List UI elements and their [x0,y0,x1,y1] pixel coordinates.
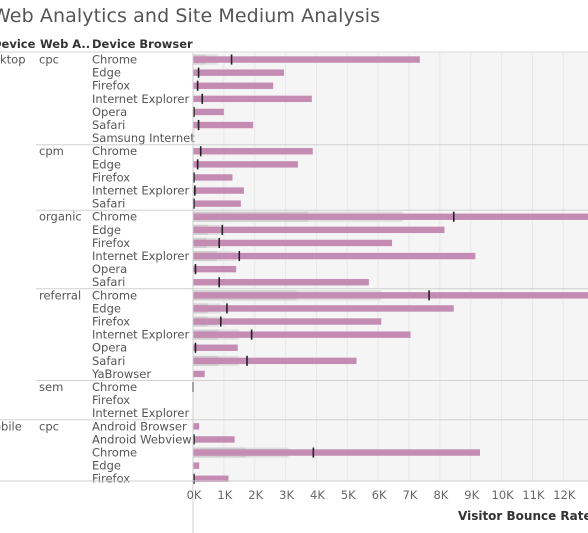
page-title: Web Analytics and Site Medium Analysis [0,5,381,27]
bar [193,370,205,378]
medium-label: cpc [39,53,59,67]
browser-label: Edge [92,459,121,473]
bar [193,148,313,155]
bar [193,82,274,89]
bar [193,200,241,207]
bar [193,344,238,351]
header-device-browser[interactable]: Device Browser [92,37,193,51]
browser-label: Internet Explorer [92,406,189,420]
browser-label: Opera [92,105,127,119]
browser-label: Firefox [92,236,130,250]
bar [193,436,235,443]
bar [193,423,200,430]
bar [193,239,393,247]
bar [193,462,200,469]
bar [193,305,454,312]
header-device[interactable]: Device [0,37,36,51]
bar [193,292,588,299]
bar [193,449,480,456]
x-tick-label: 9K [464,488,479,502]
x-tick-label: 10K [492,488,515,502]
x-tick-label: 12K [553,488,576,502]
x-tick-label: 2K [248,488,263,502]
browser-label: Opera [92,341,127,355]
browser-label: Firefox [92,170,130,184]
browser-label: Android Browser [92,419,187,433]
browser-label: Edge [92,157,121,171]
bar [193,226,445,234]
browser-label: Chrome [92,210,137,224]
browser-label: Edge [92,66,121,80]
bar [193,252,476,260]
browser-label: Firefox [92,79,130,93]
x-tick-label: 11K [522,488,545,502]
browser-label: Internet Explorer [92,328,189,342]
browser-label: Safari [92,275,125,289]
x-tick-label: 8K [433,488,448,502]
bar [193,95,312,103]
browser-label: Safari [92,354,125,368]
header-web-analytics[interactable]: Web A.. [40,37,91,51]
browser-label: Chrome [92,144,137,158]
medium-label: cpc [39,419,59,433]
browser-label: Internet Explorer [92,249,189,263]
bar [193,331,411,338]
browser-label: Firefox [92,472,130,486]
browser-label: Internet Explorer [92,92,189,106]
x-tick-label: 7K [403,488,418,502]
x-tick-label: 0K [187,488,202,502]
bar [193,174,233,181]
medium-label: organic [39,210,82,224]
plot-background [193,53,588,481]
browser-label: Edge [92,223,121,237]
x-tick-label: 5K [341,488,356,502]
browser-label: Chrome [92,288,137,302]
browser-label: Chrome [92,446,137,460]
medium-label: referral [39,288,81,302]
bar [193,265,237,273]
browser-label: YaBrowser [91,367,151,381]
bar [193,318,382,325]
device-label: obile [0,419,22,433]
bar [193,69,285,76]
browser-label: Opera [92,262,127,276]
browser-label: Edge [92,301,121,315]
bar [193,279,369,286]
x-tick-label: 4K [310,488,325,502]
browser-label: Android Webview [92,432,192,446]
medium-label: cpm [39,144,64,158]
bar [193,475,229,482]
browser-label: Firefox [92,315,130,329]
x-axis-label: Visitor Bounce Rate [458,509,588,523]
bar [193,56,420,63]
browser-label: Samsung Internet [92,131,195,145]
device-label: sktop [0,53,26,67]
x-tick-label: 1K [217,488,232,502]
browser-label: Safari [92,118,125,132]
bar [193,108,224,116]
browser-label: Safari [92,197,125,211]
x-tick-label: 6K [372,488,387,502]
medium-label: sem [39,380,63,394]
browser-label: Internet Explorer [92,184,189,198]
browser-label: Chrome [92,53,137,67]
bar [193,187,244,194]
browser-label: Firefox [92,393,130,407]
browser-label: Chrome [92,380,137,394]
x-tick-label: 3K [279,488,294,502]
bar [193,121,254,129]
bar [193,213,588,220]
bar [193,161,298,168]
bar [193,357,357,365]
